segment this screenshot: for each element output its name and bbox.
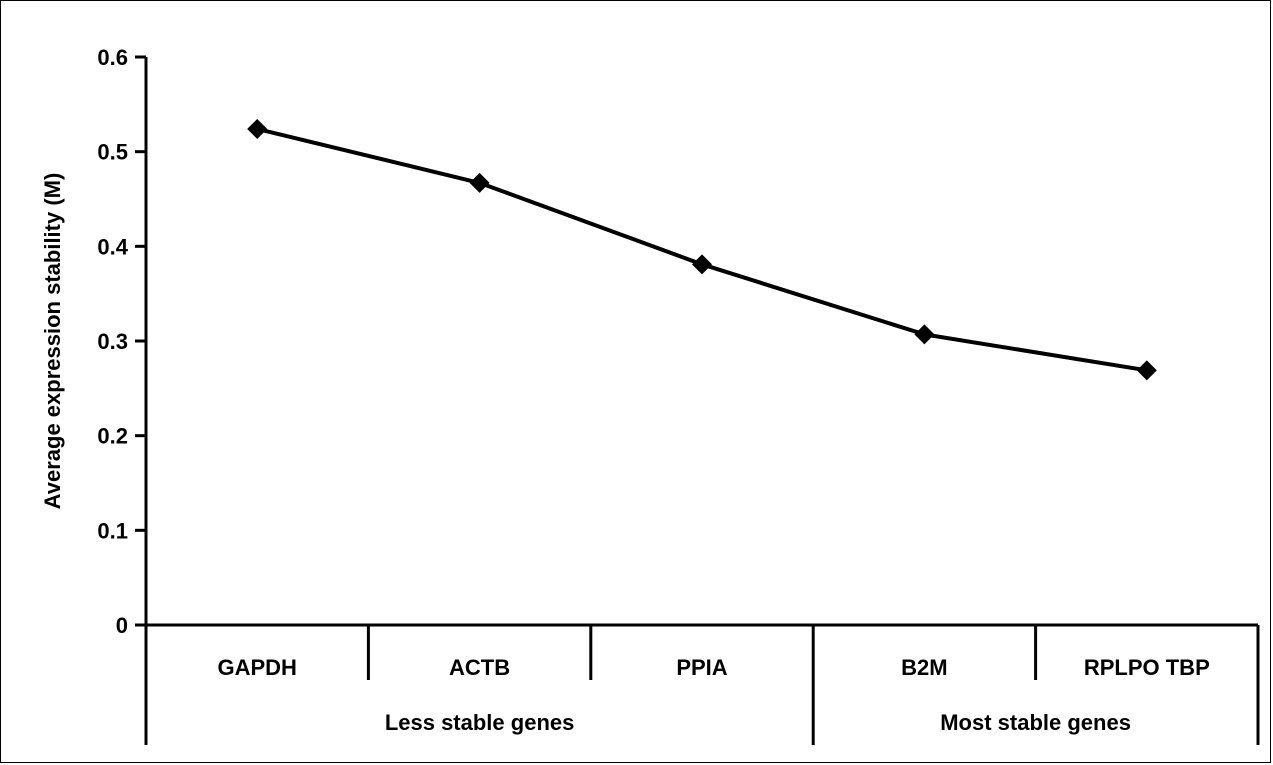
y-tick-label: 0.5	[97, 140, 128, 165]
data-point-marker	[914, 324, 935, 345]
x-group-label: Less stable genes	[385, 710, 575, 735]
x-group-label: Most stable genes	[940, 710, 1131, 735]
data-point-marker	[469, 172, 490, 193]
x-tick-label: ACTB	[449, 655, 510, 680]
x-tick-label: PPIA	[676, 655, 727, 680]
series-layer	[247, 118, 1157, 381]
x-tick-label: RPLPO TBP	[1084, 655, 1210, 680]
x-tick-label: GAPDH	[217, 655, 296, 680]
y-tick-label: 0.6	[97, 45, 128, 70]
y-axis-title: Average expression stability (M)	[40, 173, 65, 510]
y-tick-label: 0.4	[97, 234, 128, 259]
axes: 0 0.1 0.2 0.3 0.4 0.5 0.6 GAPDH ACTB PPIA B2M RPLPO…	[97, 45, 1260, 745]
x-tick-label: B2M	[901, 655, 947, 680]
y-tick-label: 0.3	[97, 329, 128, 354]
data-point-marker	[692, 254, 712, 275]
data-point-marker	[1136, 360, 1157, 381]
series-line	[256, 127, 1148, 373]
y-tick-label: 0.1	[97, 518, 128, 543]
y-tick-label: 0	[116, 613, 128, 638]
y-tick-label: 0.2	[97, 424, 128, 449]
data-point-marker	[247, 118, 268, 139]
